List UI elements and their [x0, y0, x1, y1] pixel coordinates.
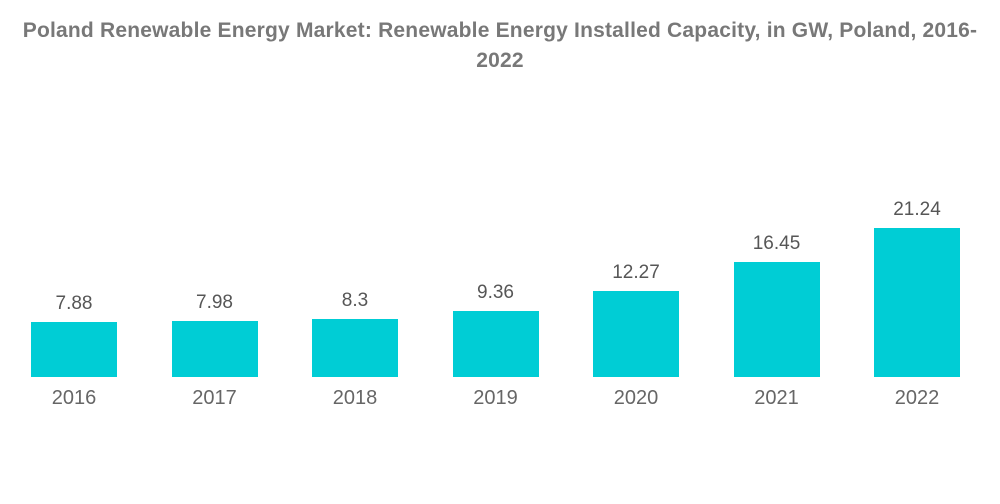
bar-area: 8.3 — [312, 190, 398, 377]
bar — [733, 261, 820, 377]
bar-column: 16.45 2021 — [707, 190, 847, 410]
bar-area: 7.88 — [31, 190, 117, 377]
bar-value-label: 12.27 — [612, 261, 660, 283]
year-label: 2018 — [332, 387, 378, 409]
bar — [312, 318, 398, 377]
bar-column: 7.98 2017 — [145, 190, 285, 410]
bar-value-label: 8.3 — [341, 289, 369, 311]
chart-title: Poland Renewable Energy Market: Renewabl… — [22, 19, 978, 72]
bar-area: 9.36 — [452, 190, 539, 377]
year-label: 2022 — [894, 387, 940, 409]
bar-column: 8.3 2018 — [285, 190, 425, 410]
year-label: 2020 — [613, 387, 659, 409]
bar — [171, 321, 258, 377]
bar-value-label: 16.45 — [752, 232, 801, 254]
bar-area: 7.98 — [171, 190, 258, 377]
year-label: 2016 — [51, 387, 97, 409]
bar-value-label: 7.88 — [55, 292, 93, 314]
bar-value-label: 9.36 — [477, 282, 514, 304]
bar — [874, 228, 960, 377]
bar-area: 21.24 — [874, 190, 960, 377]
bar-column: 9.36 2019 — [426, 190, 566, 410]
bar — [452, 311, 539, 377]
bar-column: 21.24 2022 — [847, 190, 987, 410]
bar-column: 12.27 2020 — [566, 190, 706, 410]
bar — [593, 290, 679, 377]
bar-value-label: 21.24 — [893, 199, 941, 220]
bar-chart-plot-area: 7.88 2016 7.98 2017 8.3 2018 9.36 2019 12.27 2020… — [4, 190, 987, 410]
bar — [31, 321, 117, 377]
bar-column: 7.88 2016 — [4, 190, 144, 410]
year-label: 2017 — [192, 387, 237, 409]
bar-area: 12.27 — [593, 190, 679, 377]
bar-area: 16.45 — [733, 190, 820, 377]
year-label: 2021 — [754, 387, 799, 409]
year-label: 2019 — [473, 387, 518, 409]
bar-value-label: 7.98 — [196, 292, 233, 313]
